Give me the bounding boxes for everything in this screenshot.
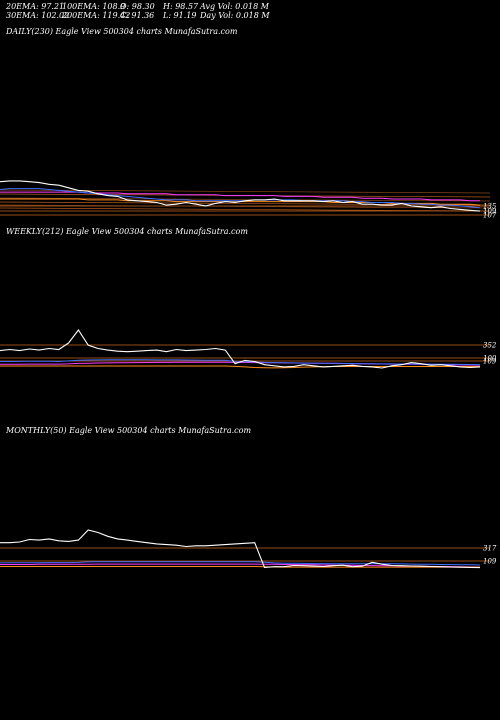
- ema100-value: 100EMA: 108.9: [62, 2, 126, 11]
- series-line-2: [0, 365, 480, 369]
- low-value: L: 91.19: [163, 11, 197, 20]
- band-line: [0, 201, 491, 206]
- tick-label-100: 100: [483, 355, 497, 363]
- open-value: O: 98.30: [120, 2, 155, 11]
- monthly-panel-title: MONTHLY(50) Eagle View 500304 charts Mun…: [6, 426, 252, 435]
- ema20-value: 20EMA: 97.21: [6, 2, 65, 11]
- tick-label-317: 317: [483, 545, 497, 553]
- avg-volume-value: Avg Vol: 0.018 M: [200, 2, 269, 11]
- weekly-panel-title: WEEKLY(212) Eagle View 500304 charts Mun…: [6, 227, 248, 236]
- series-line-0: [0, 329, 481, 369]
- indicator-header: 20EMA: 97.21 100EMA: 108.9 O: 98.30 H: 9…: [0, 0, 500, 22]
- tick-label-109: 109: [483, 208, 497, 216]
- tick-label-109: 109: [483, 358, 497, 366]
- band-line: [0, 197, 491, 202]
- close-value: C: 91.36: [120, 11, 155, 20]
- band-line: [0, 204, 491, 209]
- series-line-0: [0, 529, 481, 569]
- series-line-1: [0, 561, 481, 566]
- tick-label-109: 109: [483, 558, 497, 566]
- day-volume-value: Day Vol: 0.018 M: [200, 11, 270, 20]
- monthly-chart: 317 109: [0, 529, 497, 569]
- series-line-0: [0, 180, 481, 212]
- band-line: [0, 207, 491, 212]
- series-line-2: [0, 566, 480, 568]
- daily-panel-title: DAILY(230) Eagle View 500304 charts Muna…: [6, 27, 238, 36]
- tick-label-135: 135: [483, 203, 497, 211]
- tick-label-107: 107: [483, 212, 497, 220]
- tick-label-352: 352: [483, 342, 497, 350]
- high-value: H: 98.57: [163, 2, 199, 11]
- ema30-value: 30EMA: 102.02: [6, 11, 70, 20]
- ema200-value: 200EMA: 119.42: [62, 11, 131, 20]
